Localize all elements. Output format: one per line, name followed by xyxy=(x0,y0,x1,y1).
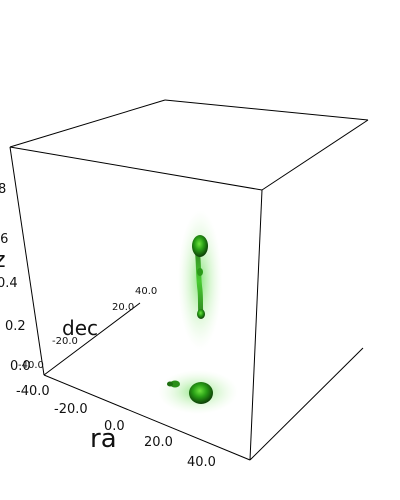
ra-tick: -20.0 xyxy=(54,402,88,417)
ra-tick: 20.0 xyxy=(144,435,173,450)
ra-tick: -40.0 xyxy=(16,384,50,399)
emission-knot-mid xyxy=(197,268,203,276)
z-axis-ticks: 8 .6 0.4 0.2 0.0 xyxy=(0,182,31,374)
dec-tick: -40.0 xyxy=(18,360,44,371)
emission-knot-low xyxy=(197,309,205,319)
emission-blob-bottom xyxy=(189,382,213,404)
ra-axis-label: ra xyxy=(90,424,117,454)
emission-filament xyxy=(194,245,204,318)
dec-tick: 40.0 xyxy=(135,286,157,297)
dec-axis-label: dec xyxy=(62,316,98,340)
z-tick: .6 xyxy=(0,232,8,247)
z-axis-label: z xyxy=(0,248,6,273)
z-tick: 8 xyxy=(0,182,6,197)
ra-tick: 40.0 xyxy=(187,455,216,470)
ra-tick: 0.0 xyxy=(104,419,125,434)
z-tick: 0.4 xyxy=(0,276,18,291)
dec-axis-ticks: -40.0 -20.0 20.0 40.0 xyxy=(18,286,157,371)
z-tick: 0.0 xyxy=(10,359,31,374)
dec-tick: -20.0 xyxy=(52,336,78,347)
z-tick: 0.2 xyxy=(5,319,26,334)
emission-blob-top xyxy=(192,235,208,257)
emission-volume xyxy=(158,210,238,414)
ra-axis-ticks: -40.0 -20.0 0.0 20.0 40.0 xyxy=(16,384,216,470)
bounding-box-back xyxy=(9,99,369,148)
dec-tick: 20.0 xyxy=(112,302,134,313)
bounding-box-front xyxy=(9,119,369,461)
emission-blob-side xyxy=(170,380,180,388)
